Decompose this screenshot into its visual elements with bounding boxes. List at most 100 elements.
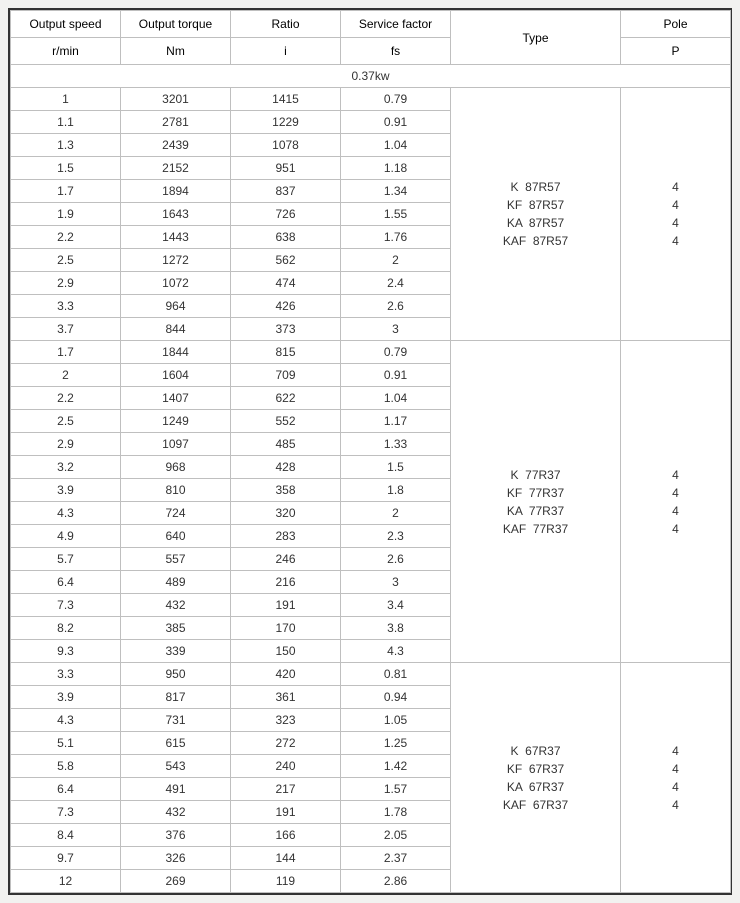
- data-cell: 1.78: [341, 801, 451, 824]
- data-cell: 216: [231, 571, 341, 594]
- data-cell: 428: [231, 456, 341, 479]
- data-cell: 638: [231, 226, 341, 249]
- data-cell: 1.04: [341, 134, 451, 157]
- data-cell: 2.3: [341, 525, 451, 548]
- data-cell: 144: [231, 847, 341, 870]
- pole-label: 4: [625, 466, 726, 484]
- data-cell: 1097: [121, 433, 231, 456]
- data-cell: 1.5: [11, 157, 121, 180]
- data-cell: 5.8: [11, 755, 121, 778]
- data-cell: 1.25: [341, 732, 451, 755]
- data-cell: 170: [231, 617, 341, 640]
- table-row: 3.39504200.81K 67R37KF 67R37KA 67R37KAF …: [11, 663, 731, 686]
- data-cell: 2.6: [341, 548, 451, 571]
- data-cell: 5.7: [11, 548, 121, 571]
- data-cell: 2: [11, 364, 121, 387]
- data-cell: 622: [231, 387, 341, 410]
- data-cell: 1.1: [11, 111, 121, 134]
- type-label: K 67R37: [455, 742, 616, 760]
- pole-label: 4: [625, 484, 726, 502]
- col-header: Output speed: [11, 11, 121, 38]
- col-subheader: fs: [341, 38, 451, 65]
- data-cell: 0.79: [341, 88, 451, 111]
- pole-label: 4: [625, 214, 726, 232]
- data-cell: 724: [121, 502, 231, 525]
- data-cell: 2: [341, 502, 451, 525]
- data-cell: 323: [231, 709, 341, 732]
- data-cell: 9.3: [11, 640, 121, 663]
- data-cell: 432: [121, 594, 231, 617]
- table-body: 0.37kw1320114150.79K 87R57KF 87R57KA 87R…: [11, 65, 731, 893]
- col-header: Ratio: [231, 11, 341, 38]
- col-header: Service factor: [341, 11, 451, 38]
- type-label: KF 77R37: [455, 484, 616, 502]
- data-cell: 432: [121, 801, 231, 824]
- data-cell: 373: [231, 318, 341, 341]
- pole-label: 4: [625, 502, 726, 520]
- data-cell: 640: [121, 525, 231, 548]
- data-cell: 815: [231, 341, 341, 364]
- data-cell: 562: [231, 249, 341, 272]
- data-cell: 1.3: [11, 134, 121, 157]
- col-subheader: i: [231, 38, 341, 65]
- type-cell: K 87R57KF 87R57KA 87R57KAF 87R57: [451, 88, 621, 341]
- data-cell: 485: [231, 433, 341, 456]
- data-cell: 2.5: [11, 410, 121, 433]
- type-label: K 77R37: [455, 466, 616, 484]
- data-cell: 2.9: [11, 272, 121, 295]
- data-cell: 1072: [121, 272, 231, 295]
- data-cell: 12: [11, 870, 121, 893]
- data-cell: 191: [231, 801, 341, 824]
- data-cell: 1415: [231, 88, 341, 111]
- data-cell: 269: [121, 870, 231, 893]
- data-cell: 283: [231, 525, 341, 548]
- pole-cell: 4444: [621, 88, 731, 341]
- data-cell: 1.18: [341, 157, 451, 180]
- data-cell: 7.3: [11, 801, 121, 824]
- type-label: K 87R57: [455, 178, 616, 196]
- data-cell: 2439: [121, 134, 231, 157]
- data-cell: 3: [341, 571, 451, 594]
- data-cell: 1.57: [341, 778, 451, 801]
- data-cell: 2781: [121, 111, 231, 134]
- data-cell: 320: [231, 502, 341, 525]
- col-subheader: P: [621, 38, 731, 65]
- type-label: KF 67R37: [455, 760, 616, 778]
- data-cell: 6.4: [11, 571, 121, 594]
- data-cell: 1.7: [11, 180, 121, 203]
- type-label: KAF 67R37: [455, 796, 616, 814]
- data-cell: 5.1: [11, 732, 121, 755]
- table-row: 1.718448150.79K 77R37KF 77R37KA 77R37KAF…: [11, 341, 731, 364]
- spec-table: Output speedOutput torqueRatioService fa…: [10, 10, 731, 893]
- data-cell: 1894: [121, 180, 231, 203]
- data-cell: 951: [231, 157, 341, 180]
- data-cell: 2.37: [341, 847, 451, 870]
- data-cell: 1078: [231, 134, 341, 157]
- data-cell: 474: [231, 272, 341, 295]
- data-cell: 3.9: [11, 686, 121, 709]
- table-header: Output speedOutput torqueRatioService fa…: [11, 11, 731, 65]
- pole-cell: 4444: [621, 341, 731, 663]
- data-cell: 4.9: [11, 525, 121, 548]
- data-cell: 166: [231, 824, 341, 847]
- power-label: 0.37kw: [11, 65, 731, 88]
- data-cell: 4.3: [11, 502, 121, 525]
- type-label: KF 87R57: [455, 196, 616, 214]
- data-cell: 240: [231, 755, 341, 778]
- data-cell: 2.6: [341, 295, 451, 318]
- data-cell: 950: [121, 663, 231, 686]
- col-header: Type: [451, 11, 621, 65]
- data-cell: 3.7: [11, 318, 121, 341]
- data-cell: 246: [231, 548, 341, 571]
- data-cell: 426: [231, 295, 341, 318]
- data-cell: 1.17: [341, 410, 451, 433]
- pole-cell: 4444: [621, 663, 731, 893]
- data-cell: 150: [231, 640, 341, 663]
- data-cell: 817: [121, 686, 231, 709]
- type-label: KA 67R37: [455, 778, 616, 796]
- type-cell: K 67R37KF 67R37KA 67R37KAF 67R37: [451, 663, 621, 893]
- data-cell: 726: [231, 203, 341, 226]
- data-cell: 1: [11, 88, 121, 111]
- data-cell: 3.3: [11, 663, 121, 686]
- data-cell: 552: [231, 410, 341, 433]
